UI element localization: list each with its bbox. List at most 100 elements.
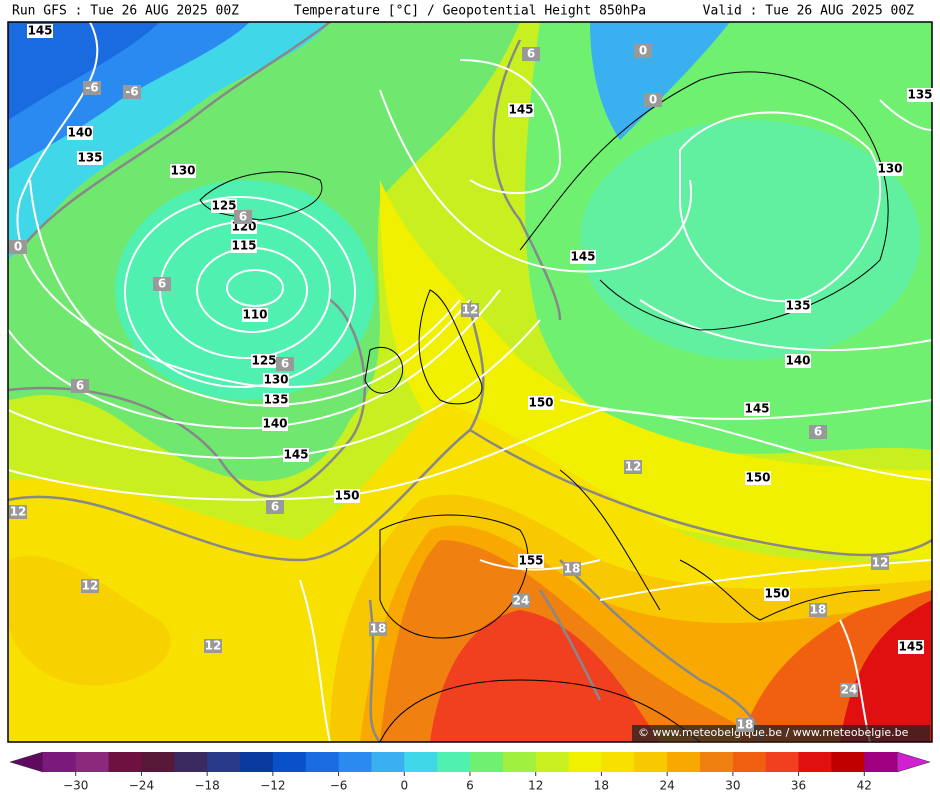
temperature-label: 12 [462,303,479,317]
colorbar-tick-label: −12 [260,779,285,793]
temperature-label: -6 [125,85,138,99]
temperature-label: 24 [841,683,858,697]
height-label-bg [570,250,596,264]
colorbar-swatch [141,752,175,772]
temperature-label: 0 [14,240,22,254]
height-label: 135 [77,151,102,165]
temperature-label-bg [809,603,827,617]
field [115,180,375,400]
height-label: 145 [898,640,923,654]
height-label: 130 [170,164,195,178]
temperature-label-bg [123,85,141,99]
colorbar-swatch [108,752,142,772]
height-label-bg [764,587,790,601]
height-label-bg [211,199,237,213]
temperature-label-bg [461,303,479,317]
colorbar-end [9,751,44,773]
temperature-contours [8,22,932,742]
temperature-label: 6 [527,47,535,61]
height-label-bg [898,640,924,654]
colorbar-tick-label: 12 [528,779,543,793]
valid-label: Valid : Tue 26 AUG 2025 00Z [703,4,914,19]
colorbar-swatch [535,752,570,772]
colorbar-tick-label: 36 [791,779,806,793]
map-area [8,22,932,742]
colorbar-swatch [272,752,307,772]
height-label-bg [262,417,288,431]
colorbar-tick-label: −30 [63,779,88,793]
height-label-bg [283,448,309,462]
temperature-label: 12 [625,460,642,474]
colorbar-swatch [305,752,340,772]
colorbar-swatch [667,752,701,772]
temperature-label: 6 [76,379,84,393]
height-label: 145 [27,24,52,38]
colorbar-swatch [568,752,602,772]
temperature-label-bg [276,357,294,371]
height-label-bg [877,162,903,176]
height-label: 130 [263,373,288,387]
temperature-label: 18 [737,718,754,732]
colorbar-swatch [75,752,110,772]
colorbar-swatch [240,752,274,772]
temperature-label-bg [81,579,99,593]
temperature-label-bg [153,277,171,291]
temperature-label-bg [266,500,284,514]
colorbar-swatch [174,752,208,772]
height-label-bg [170,164,196,178]
height-label: 145 [508,103,533,117]
colorbar-swatch [404,752,438,772]
temperature-label: 18 [810,603,827,617]
field [8,22,160,120]
colorbar-swatch [634,752,668,772]
field [580,120,920,360]
colorbar-tick-label: 18 [594,779,609,793]
height-label-bg [67,126,93,140]
temperature-label: -6 [85,81,98,95]
temperature-label: 6 [271,500,279,514]
field [590,22,730,140]
colorbar-swatch [437,752,471,772]
temperature-label-bg [512,594,530,608]
colorbar-swatch [502,752,537,772]
temperature-label-bg [9,240,27,254]
temperature-label: 12 [82,579,99,593]
height-label-bg [231,239,257,253]
colorbar-swatch [765,752,800,772]
height-label-bg [785,354,811,368]
credit: © www.meteobelgique.be / www.meteobelgie… [638,726,909,739]
height-label-bg [907,88,933,102]
temperature-label-bg [563,562,581,576]
temperature-label-bg [624,460,642,474]
temperature-label: 18 [370,622,387,636]
height-label-bg [744,402,770,416]
temperature-label-bg [83,81,101,95]
temperature-label-bg [840,683,858,697]
temperature-label: 6 [814,425,822,439]
colorbar-tick-label: 42 [857,779,872,793]
temperature-label: 12 [205,639,222,653]
height-label-bg [334,489,360,503]
height-label-bg [528,396,554,410]
temperature-label-bg [369,622,387,636]
colorbar-tick-label: 0 [400,779,408,793]
field [430,610,660,742]
temperature-label: 0 [649,93,657,107]
height-label-bg [77,151,103,165]
height-label: 130 [877,162,902,176]
height-label: 135 [263,393,288,407]
temperature-label-bg [634,44,652,58]
height-label: 145 [283,448,308,462]
colorbar-tick-label: −24 [129,779,154,793]
colorbar-end [896,751,931,773]
temperature-label-bg [809,425,827,439]
colorbar-swatch [371,752,405,772]
colorbar-swatch [470,752,504,772]
colorbar-swatch [207,752,241,772]
colorbar-swatch [601,752,635,772]
colorbar-tick-label: −6 [330,779,348,793]
height-label-bg [508,103,534,117]
colorbar-tick-label: 24 [660,779,675,793]
temperature-label-bg [644,93,662,107]
